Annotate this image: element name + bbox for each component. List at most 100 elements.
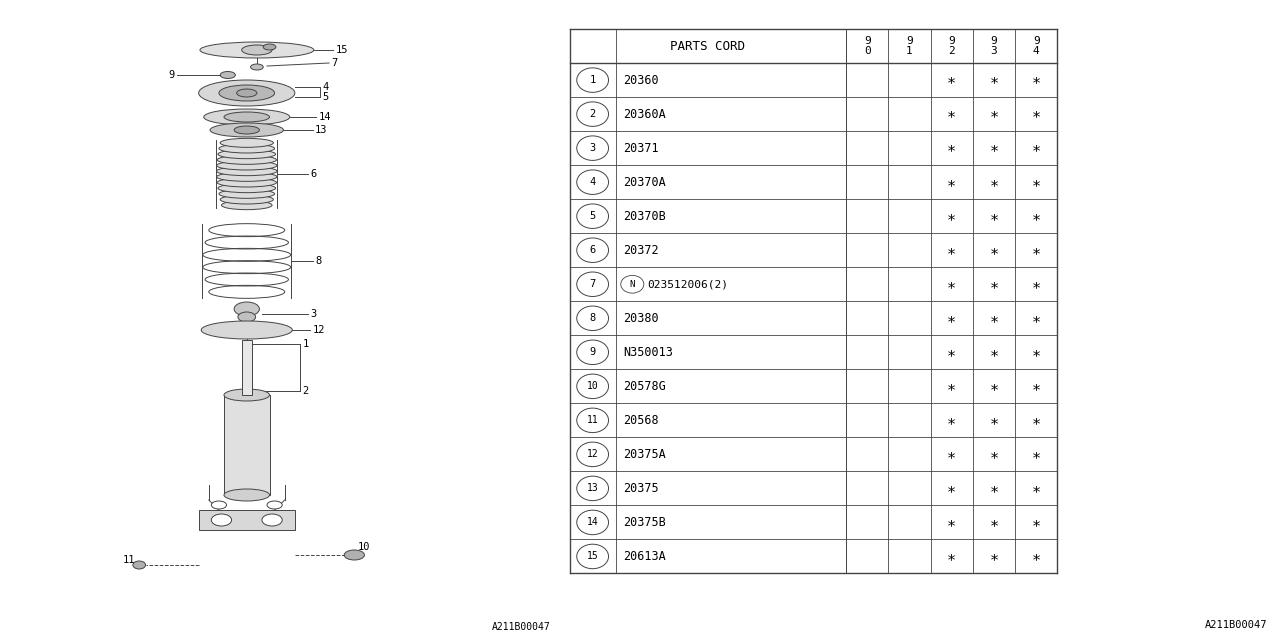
Ellipse shape [216,161,276,170]
Text: 10: 10 [358,542,371,552]
Text: ∗: ∗ [989,345,998,360]
Text: ∗: ∗ [1032,107,1041,122]
Text: ∗: ∗ [947,481,956,496]
Text: ∗: ∗ [989,209,998,224]
Text: ∗: ∗ [947,549,956,564]
FancyBboxPatch shape [242,340,252,395]
Ellipse shape [218,150,275,159]
Ellipse shape [219,85,275,101]
Text: ∗: ∗ [1032,447,1041,462]
Text: 9
4: 9 4 [1033,36,1039,56]
Text: 20375A: 20375A [623,448,666,461]
Text: 20371: 20371 [623,141,659,155]
Text: ∗: ∗ [947,72,956,88]
Text: 5: 5 [590,211,595,221]
Text: 20360: 20360 [623,74,659,86]
Ellipse shape [344,550,365,560]
Text: ∗: ∗ [1032,379,1041,394]
Text: N350013: N350013 [623,346,673,359]
Text: 13: 13 [586,483,599,493]
Ellipse shape [264,44,276,50]
Text: 1: 1 [302,339,308,349]
Text: ∗: ∗ [947,413,956,428]
Text: 10: 10 [586,381,599,391]
Text: 13: 13 [315,125,328,135]
Ellipse shape [204,109,289,125]
Text: 9
3: 9 3 [991,36,997,56]
Text: 3: 3 [310,309,316,319]
Text: ∗: ∗ [1032,209,1041,224]
Ellipse shape [133,561,146,569]
Ellipse shape [262,514,282,526]
Text: ∗: ∗ [947,345,956,360]
Text: ∗: ∗ [947,243,956,258]
Ellipse shape [216,166,278,175]
Text: 6: 6 [590,245,595,255]
Text: ∗: ∗ [989,311,998,326]
Text: 20372: 20372 [623,244,659,257]
Text: ∗: ∗ [989,413,998,428]
Ellipse shape [238,312,256,322]
Text: ∗: ∗ [947,141,956,156]
Text: PARTS CORD: PARTS CORD [671,40,745,52]
Text: 1: 1 [590,75,595,85]
Ellipse shape [218,178,276,187]
Text: 7: 7 [590,279,595,289]
Text: ∗: ∗ [1032,243,1041,258]
Text: ∗: ∗ [947,175,956,189]
Ellipse shape [220,138,274,147]
Text: ∗: ∗ [1032,345,1041,360]
Text: 15: 15 [586,552,599,561]
Text: 4: 4 [323,82,329,92]
Text: 15: 15 [335,45,348,55]
Text: ∗: ∗ [989,515,998,530]
Ellipse shape [211,501,227,509]
Text: 20568: 20568 [623,414,659,427]
Text: 20375: 20375 [623,482,659,495]
Ellipse shape [220,72,236,79]
Text: N: N [630,280,635,289]
Text: 14: 14 [319,112,332,122]
Text: 20370B: 20370B [623,210,666,223]
Text: 20370A: 20370A [623,175,666,189]
Text: ∗: ∗ [947,107,956,122]
Ellipse shape [211,514,232,526]
Text: 9
1: 9 1 [906,36,913,56]
Text: A211B00047: A211B00047 [1204,620,1267,630]
Ellipse shape [251,64,264,70]
Ellipse shape [201,321,292,339]
Ellipse shape [224,489,270,501]
Text: ∗: ∗ [947,276,956,292]
Text: ∗: ∗ [947,209,956,224]
Text: 11: 11 [586,415,599,426]
Ellipse shape [221,201,273,210]
Ellipse shape [224,112,270,122]
Ellipse shape [210,123,283,137]
Ellipse shape [216,172,276,181]
Text: ∗: ∗ [1032,276,1041,292]
Text: 2: 2 [302,386,308,396]
Text: 6: 6 [310,169,316,179]
Text: 9
2: 9 2 [948,36,955,56]
Text: ∗: ∗ [1032,515,1041,530]
Ellipse shape [234,302,260,316]
Text: ∗: ∗ [989,276,998,292]
Text: ∗: ∗ [1032,141,1041,156]
Ellipse shape [200,42,314,58]
Text: ∗: ∗ [1032,311,1041,326]
Text: 8: 8 [590,313,595,323]
FancyBboxPatch shape [198,510,294,530]
Text: ∗: ∗ [989,141,998,156]
Ellipse shape [268,501,282,509]
Text: ∗: ∗ [947,515,956,530]
Text: 11: 11 [123,555,136,565]
Text: 20380: 20380 [623,312,659,324]
Text: ∗: ∗ [989,379,998,394]
Text: ∗: ∗ [989,107,998,122]
Text: ∗: ∗ [989,549,998,564]
Text: 9: 9 [169,70,174,80]
FancyBboxPatch shape [224,395,270,495]
Text: ∗: ∗ [947,379,956,394]
Text: 12: 12 [586,449,599,460]
Text: 023512006(2): 023512006(2) [648,279,728,289]
